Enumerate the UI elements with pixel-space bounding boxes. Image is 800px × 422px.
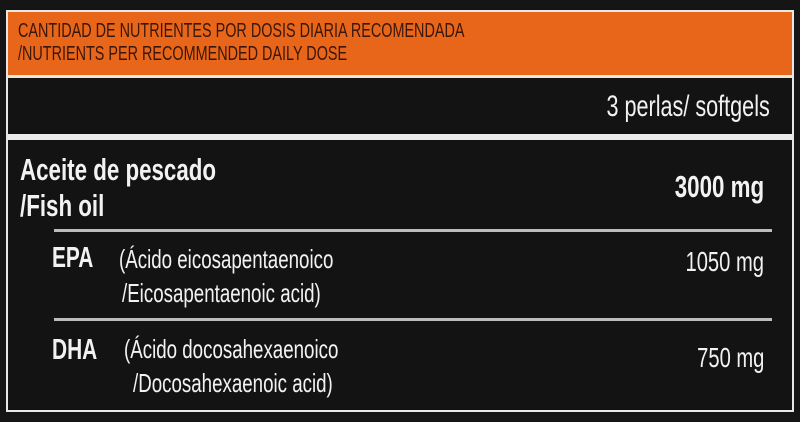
fish-oil-name-en: /Fish oil xyxy=(20,188,105,223)
epa-amount: 1050 mg xyxy=(685,246,764,277)
epa-abbr: EPA xyxy=(52,242,94,274)
divider xyxy=(54,229,772,232)
header-line-spanish: CANTIDAD DE NUTRIENTES POR DOSIS DIARIA … xyxy=(18,20,465,42)
fish-oil-amount: 3000 mg xyxy=(674,169,764,204)
epa-name-en: /Eicosapentaenoic acid) xyxy=(122,278,321,308)
serving-size: 3 perlas/ softgels xyxy=(606,90,770,123)
header-line-english: /NUTRIENTS PER RECOMMENDED DAILY DOSE xyxy=(18,43,348,65)
epa-name-es: (Ácido eicosapentaenoico xyxy=(119,244,334,274)
table-header: CANTIDAD DE NUTRIENTES POR DOSIS DIARIA … xyxy=(8,12,792,78)
nutrition-table: CANTIDAD DE NUTRIENTES POR DOSIS DIARIA … xyxy=(6,10,794,412)
divider xyxy=(54,318,772,321)
dha-abbr: DHA xyxy=(52,334,98,366)
fish-oil-name-es: Aceite de pescado xyxy=(20,152,216,187)
dha-amount: 750 mg xyxy=(696,342,764,373)
serving-row: 3 perlas/ softgels xyxy=(8,78,792,140)
dha-name-en: /Docosahexaenoic acid) xyxy=(133,368,333,398)
dha-name-es: (Ácido docosahexaenoico xyxy=(124,334,339,364)
